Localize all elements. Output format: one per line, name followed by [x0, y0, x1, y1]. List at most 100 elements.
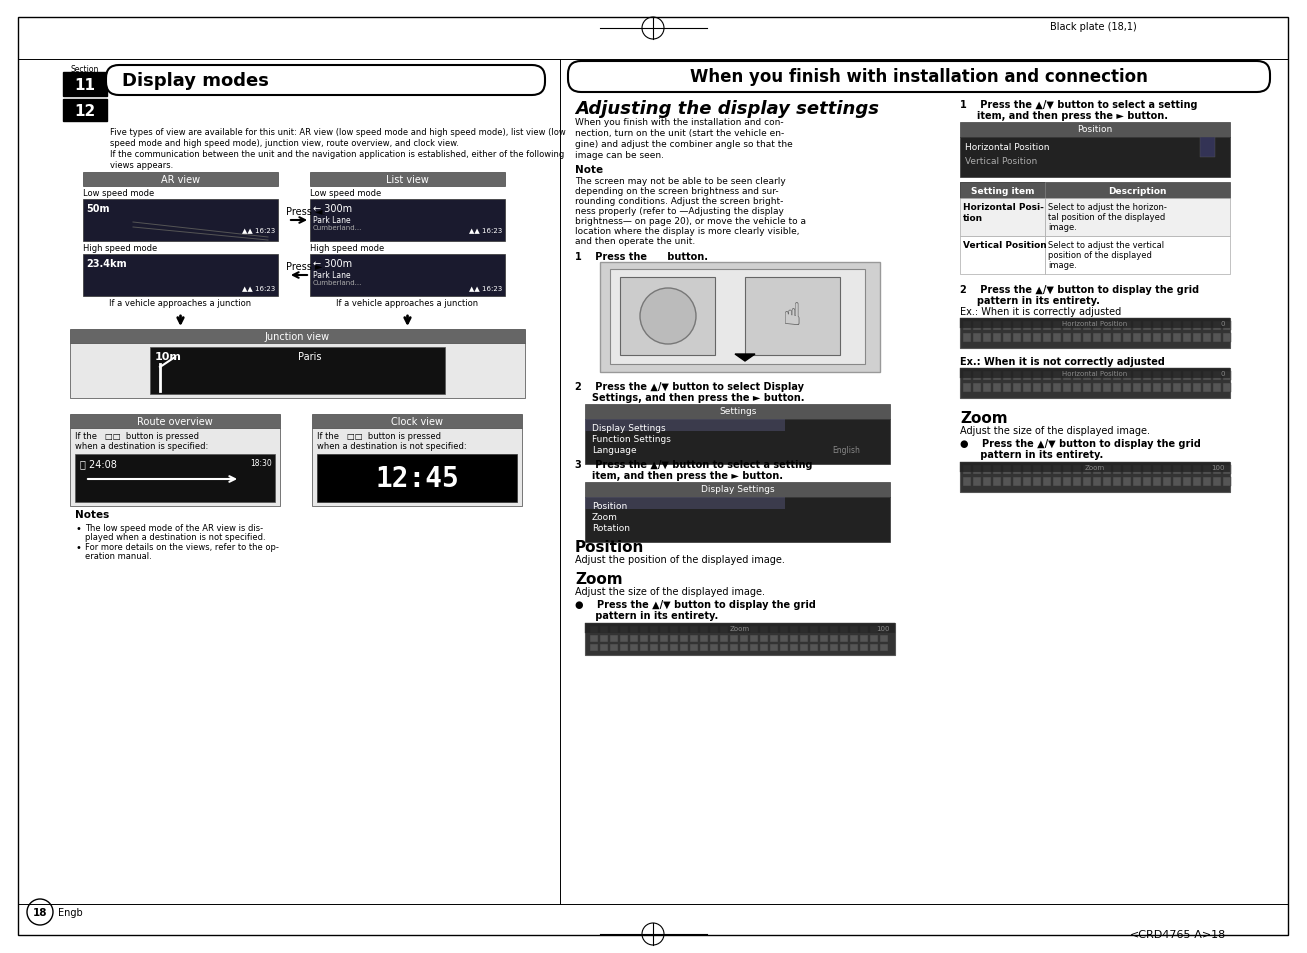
Bar — [1114, 477, 1121, 486]
Bar — [1144, 477, 1151, 486]
Text: Note: Note — [575, 165, 603, 174]
Bar — [1046, 199, 1230, 236]
Bar — [1183, 384, 1191, 393]
Text: item, and then press the ► button.: item, and then press the ► button. — [575, 471, 783, 480]
Bar — [759, 644, 769, 651]
Text: Horizontal Position: Horizontal Position — [1063, 371, 1128, 376]
Text: Function Settings: Function Settings — [592, 435, 670, 443]
Bar — [1093, 334, 1100, 343]
Text: when a destination is not specified:: when a destination is not specified: — [318, 441, 467, 451]
Text: Rotation: Rotation — [592, 523, 630, 533]
Text: Zoom: Zoom — [1085, 464, 1104, 471]
Bar — [1172, 477, 1182, 486]
Text: image.: image. — [1048, 261, 1077, 270]
Bar — [1013, 477, 1021, 486]
Text: Low speed mode: Low speed mode — [84, 189, 154, 198]
Bar — [961, 462, 1230, 493]
Bar — [1163, 334, 1171, 343]
Bar — [71, 415, 280, 429]
Bar — [1123, 372, 1131, 380]
Text: pattern in its entirety.: pattern in its entirety. — [575, 610, 719, 620]
Polygon shape — [880, 502, 887, 511]
Text: When you finish with the installation and con-: When you finish with the installation an… — [575, 118, 784, 127]
Bar — [1144, 384, 1151, 393]
Bar — [850, 644, 857, 651]
Bar — [1172, 465, 1182, 475]
Text: Notes: Notes — [74, 510, 110, 519]
Bar — [1133, 465, 1141, 475]
Bar — [1163, 477, 1171, 486]
Bar — [650, 644, 657, 651]
Bar — [1023, 477, 1031, 486]
Text: Section: Section — [71, 65, 99, 74]
Bar — [1002, 334, 1012, 343]
Bar — [1163, 384, 1171, 393]
Text: and then operate the unit.: and then operate the unit. — [575, 236, 695, 246]
Bar — [1053, 334, 1061, 343]
Bar — [1123, 465, 1131, 475]
Bar — [1073, 477, 1081, 486]
Bar — [770, 626, 778, 634]
Bar — [840, 636, 848, 642]
Bar — [800, 636, 808, 642]
Text: Display modes: Display modes — [122, 71, 269, 90]
Text: ← 300m: ← 300m — [312, 204, 352, 213]
Text: Horizontal Position: Horizontal Position — [965, 143, 1050, 152]
Text: Cumberland...: Cumberland... — [312, 280, 362, 286]
Bar — [1153, 372, 1161, 380]
Bar — [1033, 384, 1040, 393]
Text: 1    Press the      button.: 1 Press the button. — [575, 252, 708, 262]
Text: gine) and adjust the combiner angle so that the: gine) and adjust the combiner angle so t… — [575, 140, 793, 149]
Bar — [1063, 384, 1070, 393]
Bar — [961, 369, 1230, 378]
Bar — [312, 429, 521, 506]
Bar — [1013, 334, 1021, 343]
Text: ▲▲ 16:23: ▲▲ 16:23 — [469, 285, 502, 291]
Bar — [1114, 372, 1121, 380]
Polygon shape — [1205, 141, 1218, 147]
Bar — [701, 644, 708, 651]
Bar — [770, 636, 778, 642]
Bar — [1144, 372, 1151, 380]
Bar — [1073, 334, 1081, 343]
Bar — [1202, 477, 1212, 486]
Bar — [710, 626, 718, 634]
Bar — [1093, 384, 1100, 393]
Bar — [710, 644, 718, 651]
Text: Low speed mode: Low speed mode — [310, 189, 382, 198]
Text: Settings, and then press the ► button.: Settings, and then press the ► button. — [575, 393, 805, 402]
Bar — [1223, 322, 1231, 331]
Bar — [84, 172, 278, 187]
Bar — [961, 369, 1230, 398]
Bar — [1172, 372, 1182, 380]
Text: Settings: Settings — [719, 407, 757, 416]
Bar — [963, 334, 971, 343]
Bar — [1073, 465, 1081, 475]
Bar — [1046, 236, 1230, 274]
Bar — [312, 415, 521, 429]
Bar — [1193, 477, 1201, 486]
Bar — [1084, 477, 1091, 486]
Bar — [780, 644, 788, 651]
Bar — [1183, 322, 1191, 331]
Bar — [1223, 477, 1231, 486]
Bar — [589, 644, 599, 651]
Bar — [830, 626, 838, 634]
Bar — [1033, 477, 1040, 486]
Bar — [810, 626, 818, 634]
Bar — [840, 644, 848, 651]
Bar — [840, 626, 848, 634]
Bar — [1103, 477, 1111, 486]
Bar — [1043, 465, 1051, 475]
Bar — [1163, 372, 1171, 380]
Bar — [600, 626, 608, 634]
Bar — [880, 626, 887, 634]
Bar — [740, 644, 748, 651]
Bar — [1053, 465, 1061, 475]
Bar — [1144, 322, 1151, 331]
Bar — [84, 200, 278, 242]
Text: Display Settings: Display Settings — [701, 485, 775, 494]
Bar — [789, 636, 799, 642]
Text: Setting item: Setting item — [971, 186, 1034, 195]
Text: 12:45: 12:45 — [375, 464, 459, 493]
